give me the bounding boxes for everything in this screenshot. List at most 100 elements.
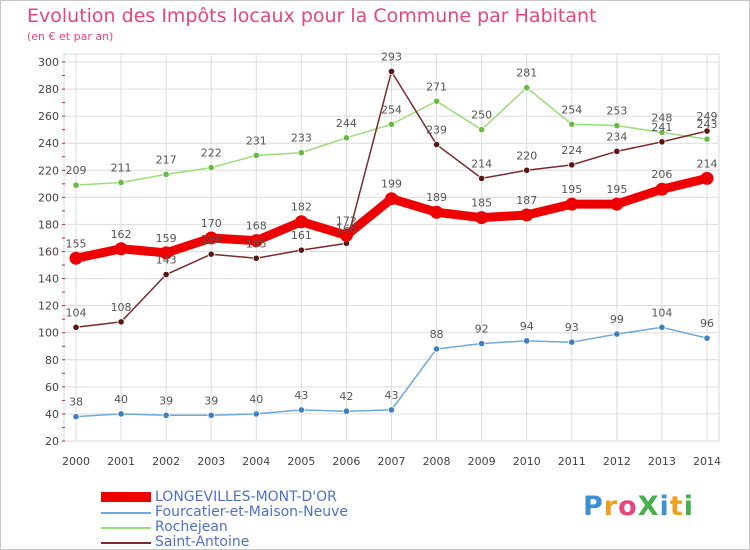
data-point (478, 126, 486, 134)
proxiti-logo: ProXiti (583, 491, 694, 522)
data-point (613, 330, 621, 338)
data-label: 94 (520, 320, 534, 333)
data-label: 234 (606, 130, 627, 143)
data-point (658, 138, 666, 146)
data-point (207, 163, 215, 172)
logo-letter: t (669, 491, 684, 522)
data-point (478, 174, 486, 183)
x-tick-label: 2000 (62, 455, 90, 468)
x-tick-label: 2003 (197, 455, 225, 468)
data-label: 155 (66, 237, 87, 250)
x-tick-label: 2013 (648, 455, 676, 468)
data-label: 168 (246, 220, 267, 233)
data-label: 104 (651, 306, 672, 319)
chart-title: Evolution des Impôts locaux pour la Comm… (27, 5, 597, 27)
y-tick-label: 180 (38, 218, 59, 231)
data-label: 211 (111, 161, 132, 174)
x-tick-label: 2010 (513, 455, 541, 468)
data-label: 248 (651, 111, 672, 124)
data-point (568, 120, 576, 128)
data-label: 39 (204, 394, 218, 407)
data-label: 224 (561, 144, 582, 157)
data-label: 40 (114, 393, 128, 406)
data-label: 214 (471, 157, 492, 170)
data-point (72, 181, 80, 189)
x-tick-label: 2005 (287, 455, 315, 468)
data-point (658, 128, 666, 136)
data-label: 195 (606, 183, 627, 196)
data-label: 206 (651, 168, 672, 181)
data-point (703, 334, 711, 342)
data-point (523, 166, 531, 174)
y-tick-label: 140 (38, 273, 59, 286)
data-point (432, 140, 441, 149)
data-point (297, 149, 305, 157)
data-label: 231 (246, 134, 267, 147)
y-tick-label: 100 (38, 327, 59, 340)
data-label: 38 (69, 396, 83, 409)
data-label: 158 (201, 233, 222, 246)
data-label: 250 (471, 109, 492, 122)
data-label: 241 (651, 121, 672, 134)
data-point (159, 246, 173, 260)
data-point (252, 151, 260, 159)
data-label: 281 (516, 67, 537, 80)
data-label: 185 (471, 197, 492, 210)
data-point (523, 84, 531, 92)
x-tick-label: 2009 (468, 455, 496, 468)
data-label: 162 (111, 228, 132, 241)
data-point (342, 134, 351, 142)
data-label: 243 (697, 118, 718, 131)
x-tick-label: 2006 (332, 455, 360, 468)
legend-label: Rochejean (155, 519, 228, 535)
legend-swatch (101, 542, 151, 544)
data-point (342, 407, 351, 415)
logo-letter: o (618, 491, 638, 522)
data-point (430, 205, 444, 219)
data-point (294, 215, 308, 229)
data-point (114, 242, 128, 256)
data-point (387, 406, 396, 414)
y-tick-label: 120 (38, 300, 59, 313)
data-point (297, 406, 305, 414)
data-point (207, 411, 215, 419)
data-label: 92 (475, 323, 489, 336)
data-point (387, 120, 396, 128)
data-label: 104 (66, 306, 87, 319)
data-point (565, 197, 579, 211)
x-tick-label: 2002 (152, 455, 180, 468)
data-point (162, 170, 170, 178)
data-label: 187 (516, 194, 537, 207)
y-tick-label: 20 (45, 435, 59, 448)
legend-swatch (101, 527, 151, 529)
data-point (568, 338, 576, 346)
data-point (297, 246, 305, 254)
data-point (432, 97, 441, 105)
data-label: 293 (381, 50, 402, 63)
x-tick-label: 2007 (378, 455, 406, 468)
y-tick-label: 40 (45, 408, 59, 421)
data-point (72, 413, 80, 421)
x-tick-label: 2008 (423, 455, 451, 468)
data-label: 254 (381, 103, 402, 116)
data-label: 244 (336, 117, 357, 130)
data-label: 143 (156, 254, 177, 267)
data-point (207, 250, 215, 258)
data-point (249, 234, 263, 248)
y-tick-label: 280 (38, 83, 59, 96)
logo-letter: i (659, 491, 670, 522)
data-point (432, 345, 441, 353)
y-tick-label: 60 (45, 381, 59, 394)
y-tick-label: 160 (38, 246, 59, 259)
legend-label: LONGEVILLES-MONT-D'OR (155, 489, 337, 505)
data-point (703, 135, 711, 143)
y-tick-label: 80 (45, 354, 59, 367)
data-point (613, 147, 621, 155)
y-tick-label: 260 (38, 110, 59, 123)
chart-subtitle: (en € et par an) (27, 30, 114, 43)
data-point (703, 127, 711, 135)
data-label: 189 (426, 191, 447, 204)
data-label: 43 (385, 389, 399, 402)
data-label: 39 (159, 394, 173, 407)
x-tick-label: 2004 (242, 455, 270, 468)
